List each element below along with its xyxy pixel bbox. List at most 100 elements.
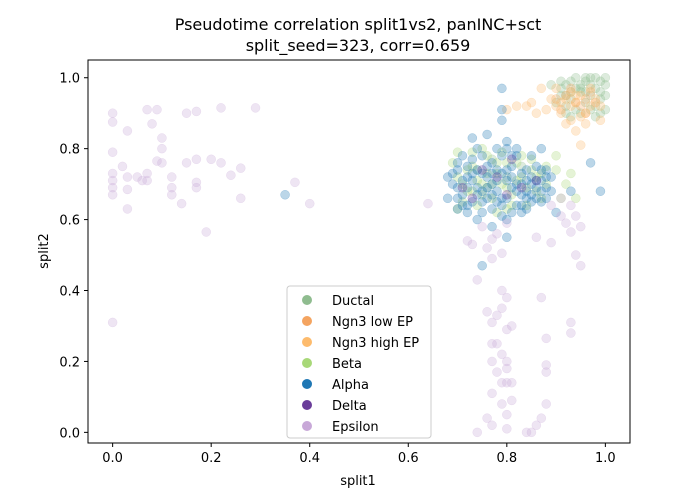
- point-epsilon: [167, 182, 177, 193]
- point-ngn3-high-ep: [571, 97, 581, 108]
- point-epsilon: [181, 158, 192, 168]
- point-delta: [531, 175, 542, 186]
- point-alpha: [536, 143, 547, 154]
- point-beta: [477, 190, 487, 200]
- point-ductal: [571, 72, 581, 83]
- point-ductal: [561, 90, 571, 101]
- point-epsilon: [571, 250, 581, 260]
- point-alpha: [442, 193, 453, 204]
- point-alpha: [477, 197, 487, 207]
- point-beta: [477, 179, 487, 189]
- point-alpha: [531, 193, 542, 204]
- point-ngn3-low-ep: [585, 87, 596, 97]
- point-ngn3-low-ep: [590, 97, 601, 108]
- point-epsilon: [142, 168, 152, 179]
- point-epsilon: [566, 328, 576, 338]
- point-epsilon: [157, 133, 167, 143]
- x-tick-label: 0.2: [201, 451, 222, 466]
- point-alpha: [546, 172, 556, 182]
- point-ngn3-high-ep: [595, 101, 606, 111]
- point-epsilon: [423, 198, 433, 209]
- point-epsilon: [492, 229, 502, 239]
- point-beta: [526, 154, 537, 165]
- point-beta: [526, 165, 537, 175]
- point-beta: [541, 179, 551, 189]
- point-ductal: [502, 172, 512, 182]
- point-epsilon: [152, 156, 162, 166]
- point-ductal: [472, 165, 482, 175]
- point-alpha: [541, 165, 551, 175]
- point-epsilon: [502, 356, 512, 367]
- point-epsilon: [507, 321, 517, 331]
- point-beta: [502, 182, 512, 193]
- point-ductal: [566, 94, 576, 104]
- point-ductal: [585, 72, 596, 83]
- point-epsilon: [152, 104, 162, 115]
- point-ngn3-high-ep: [585, 83, 596, 94]
- point-epsilon: [167, 190, 177, 200]
- point-alpha: [502, 193, 512, 204]
- point-alpha: [536, 165, 547, 175]
- point-alpha: [526, 151, 537, 161]
- point-epsilon: [107, 117, 118, 127]
- point-alpha: [497, 151, 507, 161]
- point-epsilon: [147, 119, 157, 129]
- point-alpha: [502, 165, 512, 175]
- point-ductal: [580, 76, 591, 87]
- point-epsilon: [531, 232, 542, 243]
- plot-frame: [87, 59, 631, 444]
- point-beta: [462, 186, 473, 196]
- legend-label-ngn3-high-ep: Ngn3 high EP: [332, 336, 419, 351]
- point-epsilon: [541, 360, 551, 370]
- point-epsilon: [497, 349, 507, 360]
- point-epsilon: [502, 377, 512, 388]
- point-beta: [507, 190, 517, 200]
- point-beta: [482, 168, 492, 179]
- point-ngn3-high-ep: [502, 104, 512, 115]
- point-alpha: [546, 186, 556, 196]
- point-beta: [556, 193, 566, 204]
- point-epsilon: [157, 158, 167, 168]
- point-alpha: [452, 193, 463, 204]
- point-ngn3-high-ep: [551, 101, 561, 111]
- point-ngn3-low-ep: [561, 90, 571, 101]
- legend-marker-epsilon: [302, 421, 312, 431]
- point-alpha: [536, 175, 547, 186]
- point-beta: [482, 151, 492, 161]
- point-epsilon: [142, 175, 152, 186]
- point-epsilon: [290, 177, 300, 188]
- point-beta: [511, 175, 522, 186]
- legend-label-epsilon: Epsilon: [332, 420, 379, 435]
- point-ngn3-high-ep: [561, 94, 571, 104]
- point-beta: [492, 158, 502, 168]
- point-epsilon: [497, 248, 507, 259]
- point-epsilon: [107, 147, 118, 157]
- point-ductal: [571, 104, 581, 115]
- legend-marker-beta: [302, 358, 312, 368]
- point-ductal: [566, 111, 576, 122]
- point-epsilon: [304, 198, 315, 209]
- point-epsilon: [226, 170, 236, 180]
- point-ductal: [585, 90, 596, 101]
- point-epsilon: [575, 221, 586, 232]
- point-epsilon: [181, 108, 192, 118]
- point-ngn3-low-ep: [580, 94, 591, 104]
- point-epsilon: [482, 307, 492, 317]
- point-alpha: [497, 83, 507, 94]
- point-epsilon: [541, 333, 551, 344]
- point-delta: [457, 182, 468, 193]
- point-epsilon: [502, 292, 512, 303]
- point-alpha: [516, 168, 527, 179]
- point-ductal: [580, 97, 591, 108]
- point-beta: [457, 179, 468, 189]
- point-alpha: [541, 182, 551, 193]
- point-beta: [467, 186, 478, 196]
- point-beta: [516, 172, 527, 182]
- point-epsilon: [487, 356, 497, 367]
- point-ngn3-high-ep: [571, 90, 581, 101]
- point-ductal: [585, 104, 596, 115]
- point-beta: [551, 151, 561, 161]
- point-alpha: [502, 136, 512, 147]
- point-alpha: [516, 179, 527, 189]
- point-epsilon: [191, 106, 202, 117]
